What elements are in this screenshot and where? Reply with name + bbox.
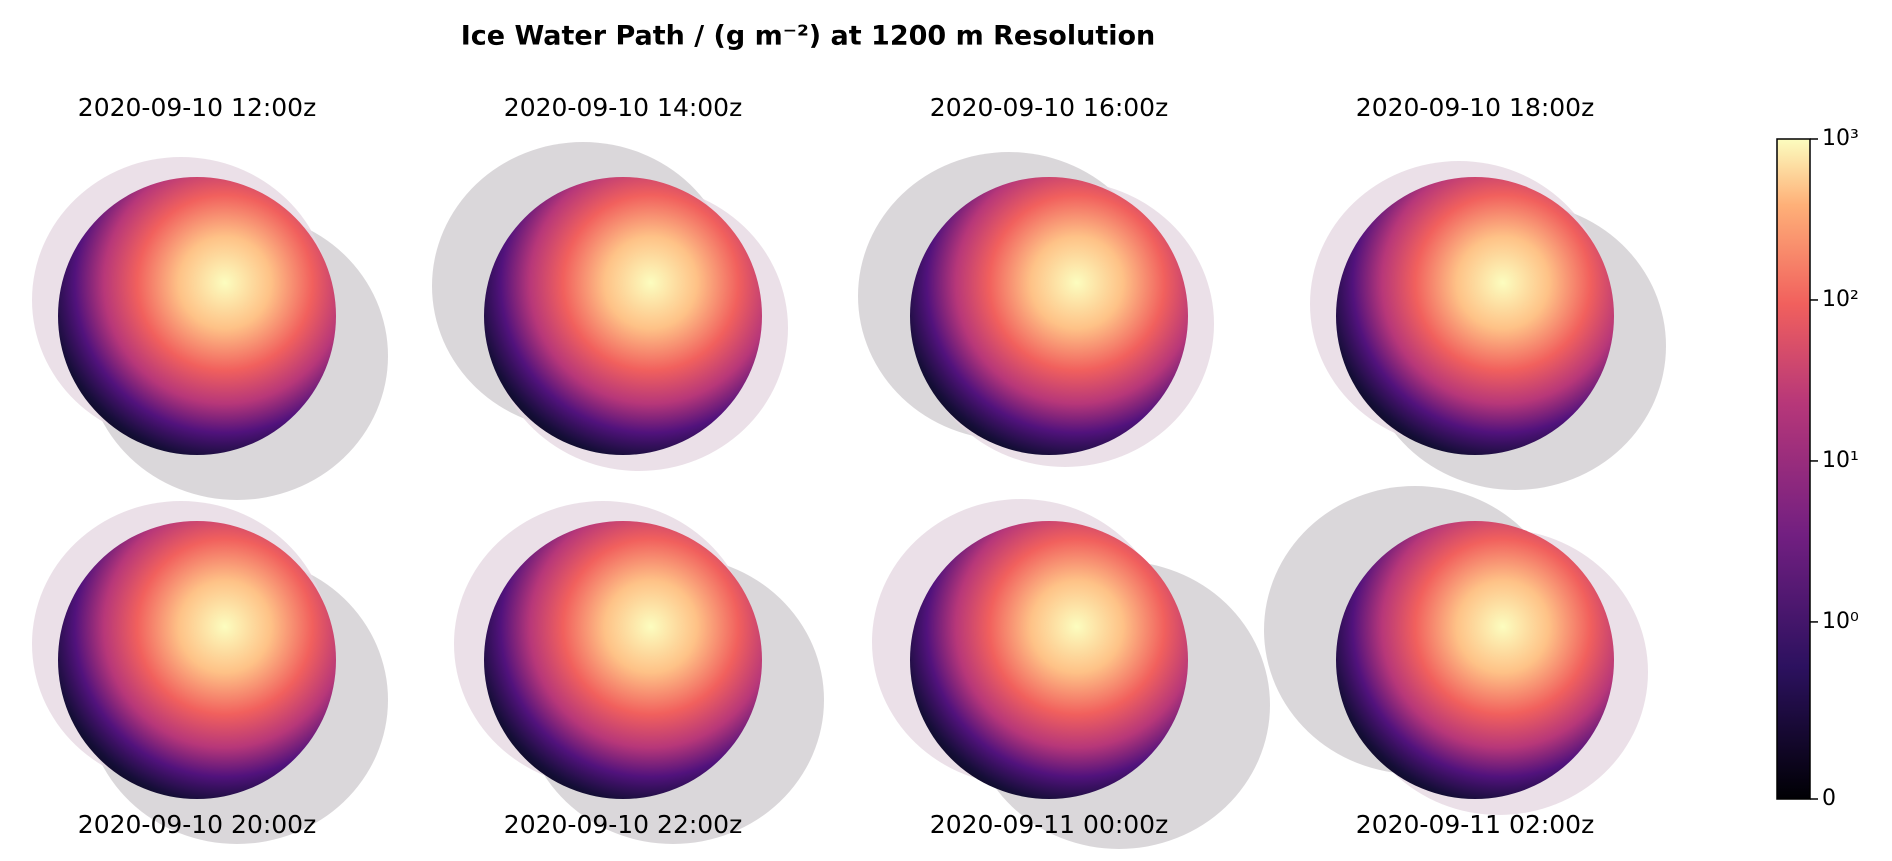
panel-title: 2020-09-10 14:00z	[504, 93, 742, 122]
colorbar-tick-label: 10²	[1822, 287, 1859, 312]
colorbar: 0 10⁰ 10¹ 10² 10³	[1776, 126, 1859, 811]
iwp-image	[910, 521, 1188, 799]
panel-title: 2020-09-10 20:00z	[78, 810, 316, 839]
colorbar-tick-label: 10³	[1822, 126, 1859, 151]
panel-title: 2020-09-10 18:00z	[1356, 93, 1594, 122]
panel-title: 2020-09-10 22:00z	[504, 810, 742, 839]
panel-title: 2020-09-10 12:00z	[78, 93, 316, 122]
colorbar-fill	[1776, 138, 1811, 800]
iwp-image	[58, 177, 336, 455]
colorbar-tick-label: 10⁰	[1822, 609, 1859, 634]
panel-title: 2020-09-11 02:00z	[1356, 810, 1594, 839]
panel-title: 2020-09-11 00:00z	[930, 810, 1168, 839]
panel-title: 2020-09-10 16:00z	[930, 93, 1168, 122]
panels: 2020-09-10 12:00z 2020-09-10 14:00z 2020-0…	[32, 93, 1666, 849]
iwp-image	[58, 521, 336, 799]
colorbar-tick-label: 10¹	[1822, 448, 1859, 473]
figure-title: Ice Water Path / (g m⁻²) at 1200 m Resol…	[461, 21, 1156, 52]
iwp-image	[910, 177, 1188, 455]
iwp-image	[1336, 177, 1614, 455]
iwp-image	[1336, 521, 1614, 799]
iwp-image	[484, 177, 762, 455]
iwp-image	[484, 521, 762, 799]
colorbar-tick-label: 0	[1822, 786, 1836, 811]
